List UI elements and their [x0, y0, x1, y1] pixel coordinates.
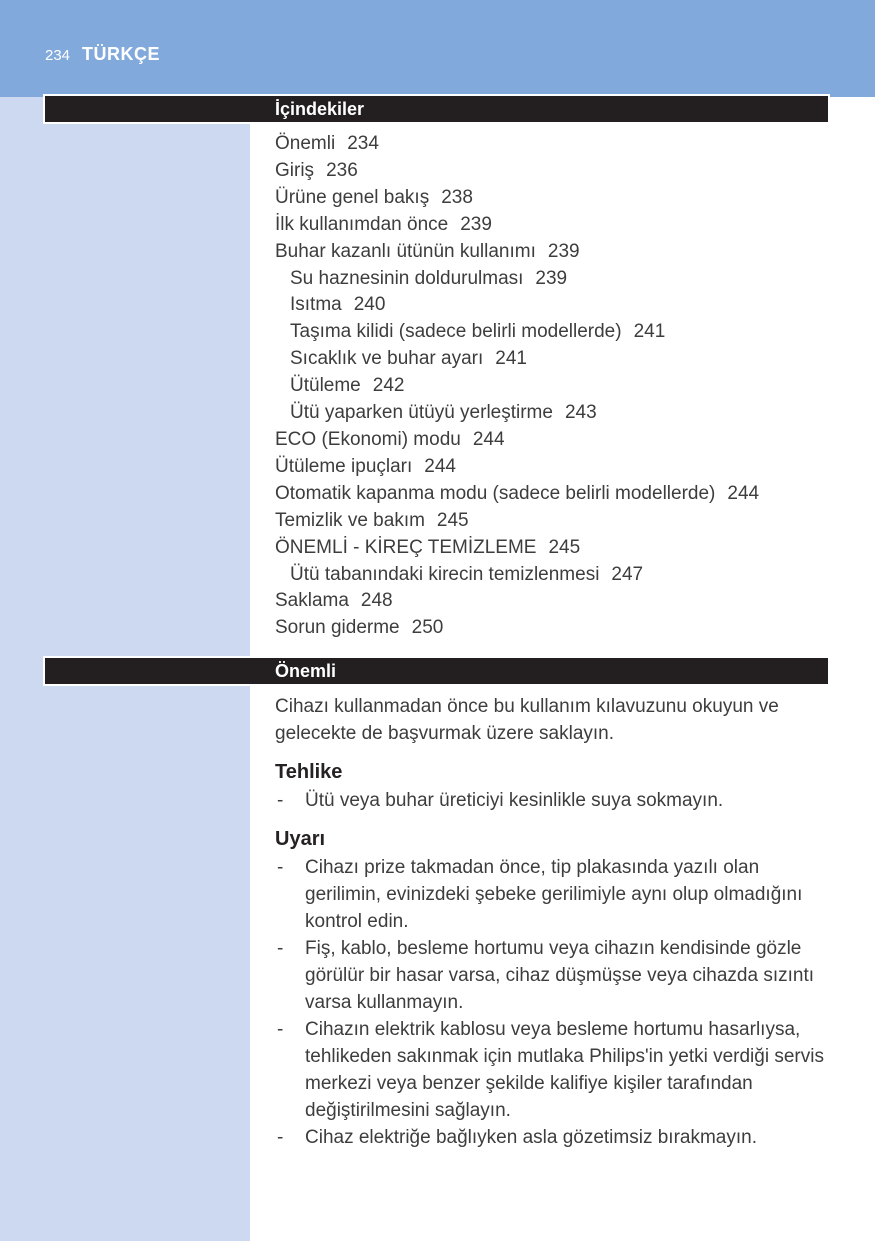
toc-entry: Buhar kazanlı ütünün kullanımı 239: [275, 239, 841, 266]
page-number: 234: [45, 47, 71, 64]
toc-entry: Ütüleme 242: [275, 373, 841, 400]
toc-entry-label: Ütü yaparken ütüyü yerleştirme: [290, 402, 553, 424]
toc-entry: ECO (Ekonomi) modu 244: [275, 427, 841, 454]
toc-entry-page: 239: [535, 267, 568, 289]
toc-entry-page: 244: [424, 455, 456, 477]
important-section-bar: Önemli: [43, 656, 830, 686]
toc-entry-label: Taşıma kilidi (sadece belirli modellerde…: [290, 321, 622, 343]
toc-section-title: İçindekiler: [275, 99, 365, 119]
page-header-band: 234 TÜRKÇE: [0, 0, 875, 97]
toc-entry-page: 236: [326, 159, 358, 181]
toc-entry-page: 240: [353, 294, 386, 316]
toc-entry-label: Giriş: [275, 159, 315, 181]
warning-bullet-text: Cihazı prize takmadan önce, tip plakasın…: [305, 857, 803, 932]
danger-bullet-text: Ütü veya buhar üreticiyi kesinlikle suya…: [305, 790, 724, 811]
toc-entry: Saklama 248: [275, 588, 841, 615]
toc-entry-page: 250: [411, 617, 444, 639]
toc-entry-label: Ütüleme ipuçları: [275, 455, 413, 477]
toc-entry-label: Sıcaklık ve buhar ayarı: [290, 348, 484, 370]
toc-entry-page: 242: [372, 375, 405, 397]
toc-entry: Sıcaklık ve buhar ayarı 241: [275, 346, 841, 373]
danger-bullet: - Ütü veya buhar üreticiyi kesinlikle suy…: [275, 787, 835, 814]
toc-entry-label: ECO (Ekonomi) modu: [275, 428, 461, 450]
toc-entry: İlk kullanımdan önce 239: [275, 212, 841, 239]
toc-entry-page: 234: [347, 133, 379, 154]
page-id: 234 TÜRKÇE: [45, 44, 160, 65]
toc-entry: Ürüne genel bakış 238: [275, 185, 841, 212]
warning-bullet: - Cihazın elektrik kablosu veya besleme h…: [275, 1016, 835, 1124]
toc-entry: Ütüleme ipuçları 244: [275, 454, 841, 481]
toc-entry: Isıtma 240: [275, 292, 841, 319]
toc-entry-label: ÖNEMLİ - KİREÇ TEMİZLEME: [275, 536, 537, 558]
toc-entry-label: Buhar kazanlı ütünün kullanımı: [275, 240, 536, 262]
bullet-dash: -: [277, 1127, 284, 1148]
toc-entry-label: Önemli: [275, 133, 336, 154]
toc-entry-label: İlk kullanımdan önce: [275, 213, 449, 235]
toc-entry-label: Ürüne genel bakış: [275, 186, 430, 208]
toc-section-bar: İçindekiler: [43, 94, 830, 124]
toc-entry-page: 244: [472, 428, 505, 450]
warning-bullet: - Cihaz elektriğe bağlıyken asla gözetims…: [275, 1124, 835, 1151]
toc-entry-page: 243: [564, 402, 597, 424]
toc-entry: Giriş 236: [275, 158, 841, 185]
toc-entry: Ütü yaparken ütüyü yerleştirme 243: [275, 400, 841, 427]
toc-entry-page: 247: [611, 563, 644, 585]
toc-entry: Taşıma kilidi (sadece belirli modellerde…: [275, 319, 841, 346]
toc-entry-page: 239: [547, 240, 580, 262]
toc-entry-label: Su haznesinin doldurulması: [290, 267, 524, 289]
toc-entry-page: 245: [436, 509, 469, 531]
toc-entry-page: 239: [460, 213, 492, 235]
toc-entry-page: 238: [441, 186, 473, 208]
toc-entry-page: 241: [633, 321, 666, 343]
toc-entry: ÖNEMLİ - KİREÇ TEMİZLEME 245: [275, 535, 841, 562]
toc-entry-label: Ütü tabanındaki kirecin temizlenmesi: [290, 563, 600, 585]
bullet-dash: -: [277, 938, 284, 959]
toc-entry-label: Ütüleme: [290, 375, 361, 397]
danger-heading: Tehlike: [275, 761, 343, 783]
warning-bullet-text: Cihaz elektriğe bağlıyken asla gözetimsi…: [305, 1127, 757, 1148]
toc-entry-label: Isıtma: [290, 294, 342, 316]
toc-entry-page: 241: [495, 348, 527, 370]
toc-entry-page: 245: [548, 536, 581, 558]
important-section-title: Önemli: [275, 661, 337, 681]
toc-entry-label: Saklama: [275, 590, 349, 612]
toc-entry-page: 244: [727, 482, 760, 504]
toc-entry-label: Temizlik ve bakım: [275, 509, 425, 531]
important-section-body: Cihazı kullanmadan önce bu kullanım kıla…: [275, 693, 835, 1151]
important-intro: Cihazı kullanmadan önce bu kullanım kıla…: [275, 696, 779, 744]
table-of-contents: Önemli 234 Giriş 236 Ürüne genel bakış 238 …: [275, 131, 841, 642]
bullet-dash: -: [277, 1019, 284, 1040]
language-label: TÜRKÇE: [82, 44, 161, 64]
toc-entry: Otomatik kapanma modu (sadece belirli mo…: [275, 481, 841, 508]
toc-entry: Önemli 234: [275, 131, 841, 158]
warning-bullet-text: Cihazın elektrik kablosu veya besleme ho…: [305, 1019, 824, 1121]
danger-bullet-list: - Ütü veya buhar üreticiyi kesinlikle suy…: [275, 787, 835, 814]
toc-entry: Temizlik ve bakım 245: [275, 508, 841, 535]
toc-entry-label: Sorun giderme: [275, 617, 400, 639]
toc-entry-page: 248: [360, 590, 393, 612]
warning-bullet-list: - Cihazı prize takmadan önce, tip plakası…: [275, 854, 835, 1151]
toc-entry: Ütü tabanındaki kirecin temizlenmesi 247: [275, 562, 841, 589]
warning-bullet-text: Fiş, kablo, besleme hortumu veya cihazın…: [305, 938, 815, 1013]
bullet-dash: -: [277, 790, 284, 811]
toc-entry: Su haznesinin doldurulması 239: [275, 266, 841, 293]
bullet-dash: -: [277, 857, 284, 878]
warning-bullet: - Cihazı prize takmadan önce, tip plakası…: [275, 854, 835, 935]
warning-heading: Uyarı: [275, 828, 326, 850]
toc-entry-label: Otomatik kapanma modu (sadece belirli mo…: [275, 482, 716, 504]
toc-entry: Sorun giderme 250: [275, 615, 841, 642]
warning-bullet: - Fiş, kablo, besleme hortumu veya cihazı…: [275, 935, 835, 1016]
